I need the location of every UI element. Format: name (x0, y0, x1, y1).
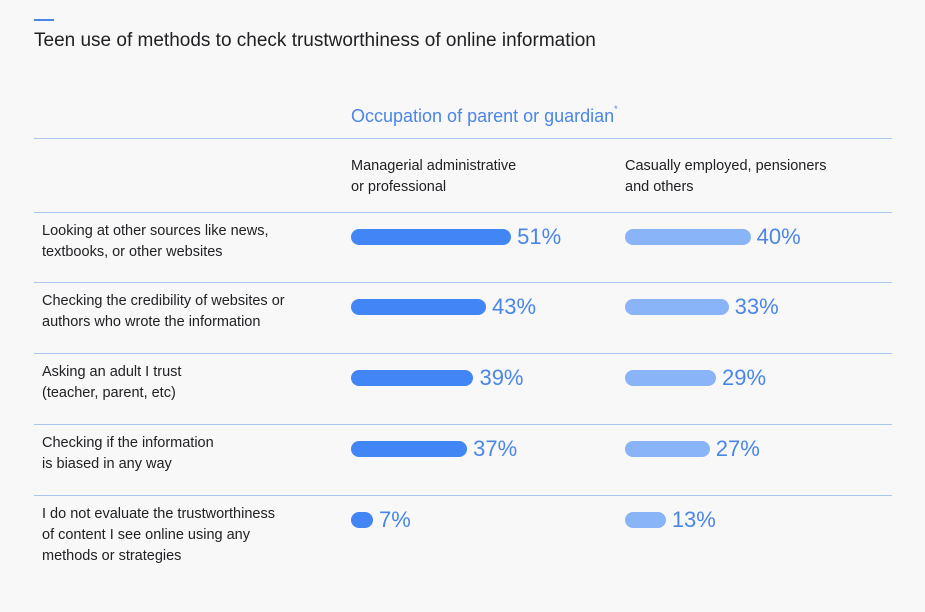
data-label: 37% (473, 436, 518, 461)
column-header-managerial: Managerial administrative or professiona… (351, 156, 516, 198)
row-divider (34, 212, 892, 213)
chart-title: Teen use of methods to check trustworthi… (34, 30, 596, 51)
bar-casual (625, 299, 729, 315)
category-label-line: of content I see online using any (42, 527, 250, 543)
data-label: 7% (379, 507, 411, 532)
data-label: 40% (756, 224, 801, 249)
category-label-line: authors who wrote the information (42, 314, 261, 330)
category-label: Checking the credibility of websites or a… (42, 291, 322, 333)
data-label: 13% (671, 507, 716, 532)
data-label: 43% (492, 294, 537, 319)
category-label: I do not evaluate the trustworthiness of … (42, 504, 322, 567)
category-label-line: Checking the credibility of websites or (42, 293, 285, 309)
bar-managerial (351, 229, 512, 245)
row-divider (34, 424, 892, 425)
bar-casual (625, 441, 710, 457)
row-divider (34, 282, 892, 283)
category-label-line: Asking an adult I trust (42, 364, 182, 380)
footnote-marker: * (614, 104, 618, 114)
column-header-line: or professional (351, 179, 447, 195)
column-header-line: and others (625, 179, 694, 195)
group-title: Occupation of parent or guardian* (351, 104, 618, 127)
bar-managerial (351, 370, 474, 386)
category-label-line: Looking at other sources like news, (42, 223, 269, 239)
header-divider (34, 138, 892, 139)
category-label-line: I do not evaluate the trustworthiness (42, 506, 275, 522)
column-header-casual: Casually employed, pensioners and others (625, 156, 827, 198)
data-label: 27% (715, 436, 760, 461)
bar-managerial (351, 512, 373, 528)
bar-casual (625, 370, 717, 386)
category-label-line: Checking if the information (42, 435, 214, 451)
bar-managerial (351, 299, 487, 315)
row-divider (34, 353, 892, 354)
row-divider (34, 495, 892, 496)
title-accent-line (34, 19, 54, 21)
bar-casual (625, 512, 666, 528)
column-header-line: Managerial administrative (351, 158, 517, 174)
category-label: Checking if the information is biased in … (42, 433, 322, 475)
group-title-text: Occupation of parent or guardian (351, 106, 615, 126)
category-label-line: methods or strategies (42, 548, 182, 564)
category-label: Looking at other sources like news, textb… (42, 221, 322, 263)
bar-managerial (351, 441, 468, 457)
category-label-line: is biased in any way (42, 456, 172, 472)
bar-casual (625, 229, 751, 245)
data-label: 29% (722, 365, 767, 390)
column-header-line: Casually employed, pensioners (625, 158, 827, 174)
data-label: 39% (479, 365, 524, 390)
category-label: Asking an adult I trust (teacher, parent,… (42, 362, 322, 404)
category-label-line: textbooks, or other websites (42, 244, 223, 260)
data-label: 51% (517, 224, 562, 249)
data-label: 33% (734, 294, 779, 319)
category-label-line: (teacher, parent, etc) (42, 385, 176, 401)
